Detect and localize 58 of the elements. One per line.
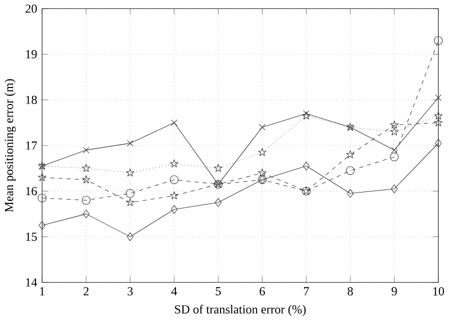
point <box>302 162 310 171</box>
x-tick-label: 5 <box>216 287 221 296</box>
x-tick-label: 6 <box>260 287 265 296</box>
x-tick-label: 2 <box>84 287 89 296</box>
point <box>38 173 46 182</box>
x-tick-label: 10 <box>433 287 444 296</box>
point <box>434 112 442 120</box>
x-tick-label: 3 <box>128 287 133 296</box>
x-tick-label: 8 <box>348 287 353 296</box>
point <box>126 232 134 242</box>
y-tick-label: 20 <box>26 4 37 14</box>
x-tick-label: 7 <box>304 287 309 296</box>
point <box>214 198 222 208</box>
y-axis-title: Mean positioning error (m) <box>4 79 16 212</box>
point <box>38 194 46 203</box>
point <box>126 168 134 177</box>
x-tick-label: 1 <box>40 287 44 296</box>
x-tick-label: 9 <box>392 287 397 296</box>
point <box>214 164 222 172</box>
point <box>258 168 266 177</box>
y-tick-label: 14 <box>26 278 38 287</box>
point <box>434 36 443 46</box>
y-tick-label: 17 <box>26 142 37 150</box>
point <box>170 160 178 168</box>
point <box>82 196 90 205</box>
point <box>82 176 90 184</box>
point <box>82 210 90 219</box>
y-tick-label: 15 <box>26 232 37 242</box>
point <box>302 112 310 120</box>
point <box>434 118 442 127</box>
point <box>170 176 179 184</box>
point <box>346 189 354 198</box>
point <box>170 192 178 200</box>
point <box>259 124 266 131</box>
point <box>390 152 399 162</box>
y-tick-label: 16 <box>26 187 37 196</box>
point <box>390 128 398 136</box>
point <box>82 164 90 172</box>
point <box>303 110 310 117</box>
point <box>346 150 354 158</box>
point <box>171 120 178 126</box>
point <box>126 189 135 198</box>
point <box>434 139 442 148</box>
point <box>391 147 398 154</box>
point <box>390 120 398 129</box>
x-axis-title: SD of translation error (%) <box>175 305 306 316</box>
y-tick-label: 18 <box>26 96 37 104</box>
point <box>390 184 398 194</box>
y-tick-label: 19 <box>26 50 37 59</box>
point <box>126 140 134 147</box>
point <box>435 94 442 101</box>
point <box>38 221 46 230</box>
point <box>346 166 355 176</box>
point <box>82 147 90 154</box>
point <box>170 205 178 214</box>
point <box>126 198 134 206</box>
point <box>258 148 266 156</box>
x-tick-label: 4 <box>171 287 178 296</box>
